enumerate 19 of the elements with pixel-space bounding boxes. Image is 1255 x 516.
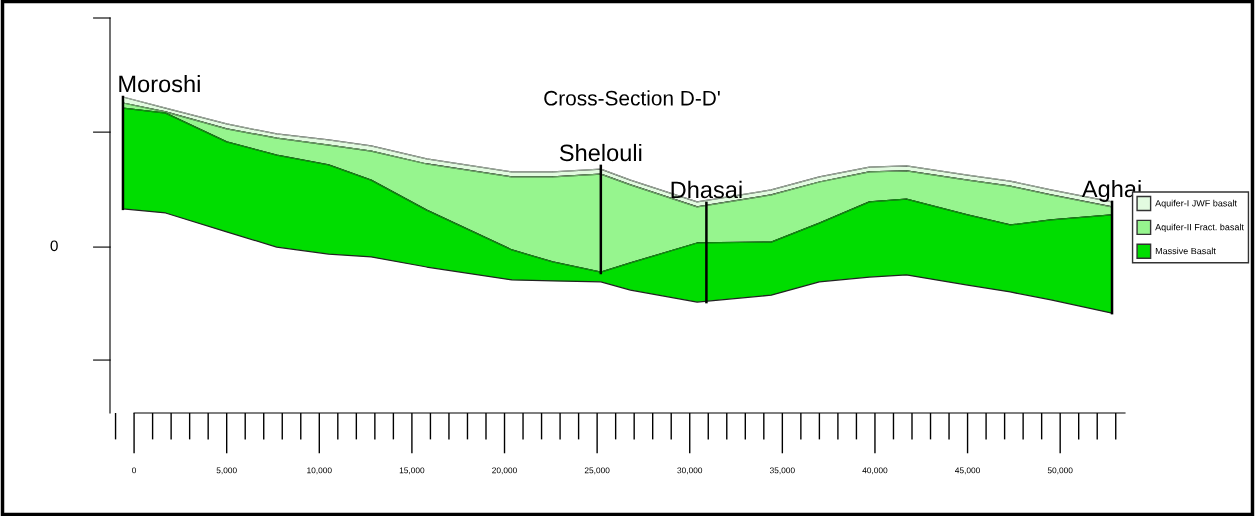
- x-tick-label: 30,000: [677, 467, 703, 475]
- x-tick-label: 10,000: [307, 467, 332, 475]
- annotation: Dhasai: [671, 180, 742, 199]
- legend-label: Massive Basalt: [1155, 247, 1216, 255]
- x-tick-label: 0: [132, 467, 137, 474]
- legend-label: Aquifer-II Fract. basalt: [1155, 223, 1244, 233]
- x-tick-label: 5,000: [216, 467, 237, 475]
- text: Moroshi: [119, 74, 200, 93]
- legend-label: Aquifer-I JWF basalt: [1155, 199, 1237, 209]
- x-tick-label: 40,000: [862, 467, 888, 475]
- chart-title: Cross-Section D-D': [544, 90, 720, 106]
- x-tick-label: 45,000: [955, 467, 980, 475]
- annotation: Shelouli: [559, 143, 642, 162]
- x-tick-label: 50,000: [1047, 467, 1073, 475]
- x-tick-label: 35,000: [769, 467, 795, 475]
- x-tick-label: 25,000: [584, 467, 610, 475]
- x-tick-label: 15,000: [399, 467, 425, 475]
- text: 0: [50, 240, 58, 252]
- x-tick-label: 20,000: [492, 467, 517, 475]
